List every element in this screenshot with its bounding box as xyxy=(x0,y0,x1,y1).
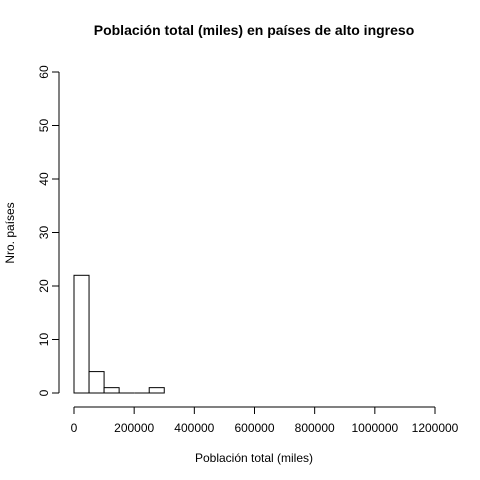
x-axis: 0 200000 400000 600000 800000 1000000 1200000 xyxy=(71,406,459,435)
y-tick-label-1: 10 xyxy=(37,333,51,347)
x-tick-label-4: 800000 xyxy=(295,421,335,435)
histogram-bar-5 xyxy=(148,387,165,394)
x-tick-label-2: 400000 xyxy=(174,421,214,435)
bars-group xyxy=(73,274,165,394)
y-tick-label-5: 50 xyxy=(37,119,51,133)
y-tick-label-3: 30 xyxy=(37,226,51,240)
y-axis-label: Nro. países xyxy=(3,202,17,263)
x-tick-label-6: 1200000 xyxy=(412,421,459,435)
x-tick-label-5: 1000000 xyxy=(351,421,398,435)
x-tick-label-0: 0 xyxy=(71,421,78,435)
y-tick-label-6: 60 xyxy=(37,65,51,79)
y-tick-label-4: 40 xyxy=(37,172,51,186)
y-tick-label-2: 20 xyxy=(37,279,51,293)
y-tick-label-0: 0 xyxy=(37,389,51,396)
histogram-bar-1 xyxy=(88,371,105,394)
y-axis: 0 10 20 30 40 50 60 xyxy=(37,65,60,396)
histogram-bar-2 xyxy=(103,387,120,394)
x-tick-label-1: 200000 xyxy=(114,421,154,435)
x-tick-label-3: 600000 xyxy=(234,421,274,435)
chart-title: Población total (miles) en países de alt… xyxy=(94,22,415,38)
histogram-bar-0 xyxy=(73,274,90,394)
x-axis-label: Población total (miles) xyxy=(195,451,313,465)
